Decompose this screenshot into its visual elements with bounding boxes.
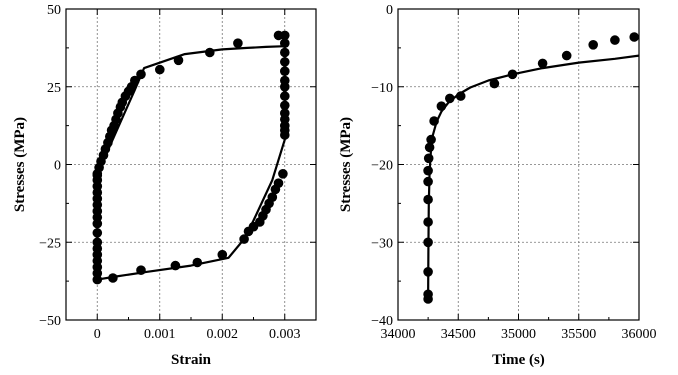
x-tick-label: 0.001	[144, 327, 176, 342]
data-point	[423, 289, 433, 300]
data-point	[489, 78, 500, 89]
data-point	[423, 165, 433, 176]
data-point	[239, 234, 249, 244]
data-point	[280, 38, 290, 48]
data-point	[423, 217, 433, 227]
data-point	[233, 38, 243, 48]
data-point	[588, 40, 598, 50]
data-point	[423, 267, 433, 277]
data-point	[243, 226, 254, 237]
data-point	[192, 257, 203, 268]
data-point	[92, 228, 103, 238]
data-point	[108, 273, 118, 283]
data-point	[280, 82, 290, 92]
data-point	[278, 169, 288, 179]
data-point	[426, 134, 436, 145]
x-tick-label: 35500	[561, 327, 596, 342]
data-point	[423, 153, 434, 164]
data-point	[280, 30, 290, 41]
y-tick-label: 25	[47, 81, 61, 96]
data-point	[423, 176, 433, 187]
x-tick-label: 36000	[622, 327, 657, 342]
data-point	[561, 50, 572, 61]
data-point	[205, 47, 215, 58]
y-tick-label: −25	[39, 236, 61, 251]
x-tick-label: 0.003	[269, 327, 301, 342]
y-axis-title: Stresses (MPa)	[12, 117, 28, 212]
data-point	[136, 265, 146, 276]
x-tick-label: 0	[94, 327, 101, 342]
data-point	[280, 130, 290, 140]
data-point	[170, 260, 181, 271]
y-tick-label: −40	[371, 314, 393, 329]
x-axis-title: Time (s)	[492, 352, 545, 368]
data-point	[423, 194, 433, 205]
data-point	[280, 47, 290, 58]
data-point	[92, 170, 103, 181]
data-point	[436, 101, 447, 111]
data-point	[507, 69, 518, 80]
y-tick-label: −10	[371, 81, 393, 96]
data-point	[280, 57, 290, 67]
y-axis-title: Stresses (MPa)	[338, 117, 354, 212]
data-point	[130, 75, 140, 86]
data-point	[270, 184, 281, 195]
data-point	[423, 237, 433, 248]
data-point	[173, 55, 184, 66]
y-tick-label: −20	[371, 159, 393, 174]
data-point	[217, 249, 228, 260]
y-tick-label: −30	[371, 236, 393, 251]
data-point	[136, 69, 146, 80]
x-tick-label: 34500	[441, 327, 476, 342]
y-tick-label: −50	[39, 314, 61, 329]
x-tick-label: 34000	[381, 327, 416, 342]
x-axis-title: Strain	[171, 352, 212, 368]
data-point	[445, 93, 455, 104]
data-point	[424, 142, 435, 153]
data-point	[280, 91, 290, 101]
chart-panel-strain: 0 0.001 0.002 0.003 −50 −25 0 25 50 Strain Stresse…	[12, 3, 317, 368]
x-tick-label: 0.002	[207, 327, 239, 342]
data-point	[629, 32, 639, 42]
x-tick-label: 35000	[501, 327, 536, 342]
data-point	[429, 116, 439, 126]
data-point	[155, 64, 165, 75]
model-curve	[96, 45, 286, 281]
chart-panel-time: 34000 34500 35000 35500 36000 −40 −30 −20 −10 0 Ti…	[338, 3, 657, 368]
data-point	[92, 237, 103, 248]
data-point	[280, 66, 290, 76]
y-tick-label: 0	[54, 159, 61, 174]
y-tick-label: 50	[47, 3, 61, 18]
y-tick-label: 0	[386, 3, 393, 18]
data-point	[280, 100, 290, 111]
data-point	[455, 91, 466, 101]
data-point	[537, 58, 548, 69]
data-point	[610, 35, 620, 45]
